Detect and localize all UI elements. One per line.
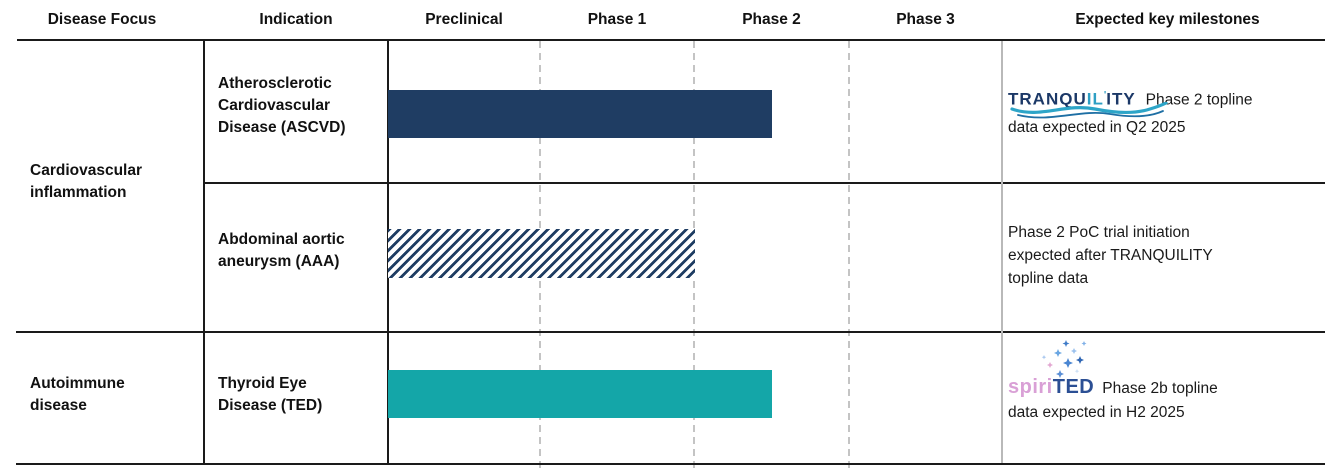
milestone-aaa: Phase 2 PoC trial initiation expected af… xyxy=(1008,221,1328,290)
col-header-phase-2: Phase 2 xyxy=(742,11,801,28)
bottom-rule xyxy=(16,463,1325,465)
aaa-phase-progress-bar-hatched xyxy=(388,229,695,278)
indication-ascvd: Atherosclerotic Cardiovascular Disease (… xyxy=(218,75,346,136)
col-header-preclinical: Preclinical xyxy=(425,11,503,28)
spirited-sparkles-icon xyxy=(1041,340,1087,378)
phase-separator-dashed-3 xyxy=(848,41,850,473)
spirited-logo-text: spiri xyxy=(1008,376,1053,398)
milestone-ted-text: Phase 2b topline data expected in H2 202… xyxy=(1008,380,1218,421)
vertical-rule-indication xyxy=(203,41,205,463)
tranquility-logo: TRANQUIL'ITY xyxy=(1008,86,1168,119)
disease-focus-cardiovascular: Cardiovascular inflammation xyxy=(30,162,142,201)
col-header-phase-3: Phase 3 xyxy=(896,11,955,28)
indication-aaa: Abdominal aortic aneurysm (AAA) xyxy=(218,231,345,270)
indication-ted: Thyroid Eye Disease (TED) xyxy=(218,375,323,414)
disease-focus-autoimmune: Autoimmune disease xyxy=(30,375,125,414)
vertical-rule-milestones xyxy=(1001,41,1003,463)
milestone-aaa-text: Phase 2 PoC trial initiation expected af… xyxy=(1008,224,1213,287)
milestone-ascvd-text: Phase 2 topline data expected in Q2 2025 xyxy=(1008,91,1253,136)
ascvd-phase-progress-bar xyxy=(388,90,772,138)
milestone-ascvd: TRANQUIL'ITY Phase 2 topline data expect… xyxy=(1008,86,1328,141)
section-divider xyxy=(16,331,1325,333)
row-divider-ascvd-aaa xyxy=(203,182,1325,184)
spirited-logo: spiriTED xyxy=(1008,340,1094,398)
tranquility-logo-text: TRANQU xyxy=(1008,89,1087,109)
col-header-disease-focus: Disease Focus xyxy=(47,11,157,28)
ted-phase-progress-bar xyxy=(388,370,772,418)
col-header-indication: Indication xyxy=(259,11,333,28)
milestone-ted: spiriTED Phase 2b topline data expected i… xyxy=(1008,340,1328,425)
header-underline xyxy=(17,39,1325,41)
col-header-phase-1: Phase 1 xyxy=(587,11,647,28)
col-header-milestones: Expected key milestones xyxy=(1075,11,1260,28)
